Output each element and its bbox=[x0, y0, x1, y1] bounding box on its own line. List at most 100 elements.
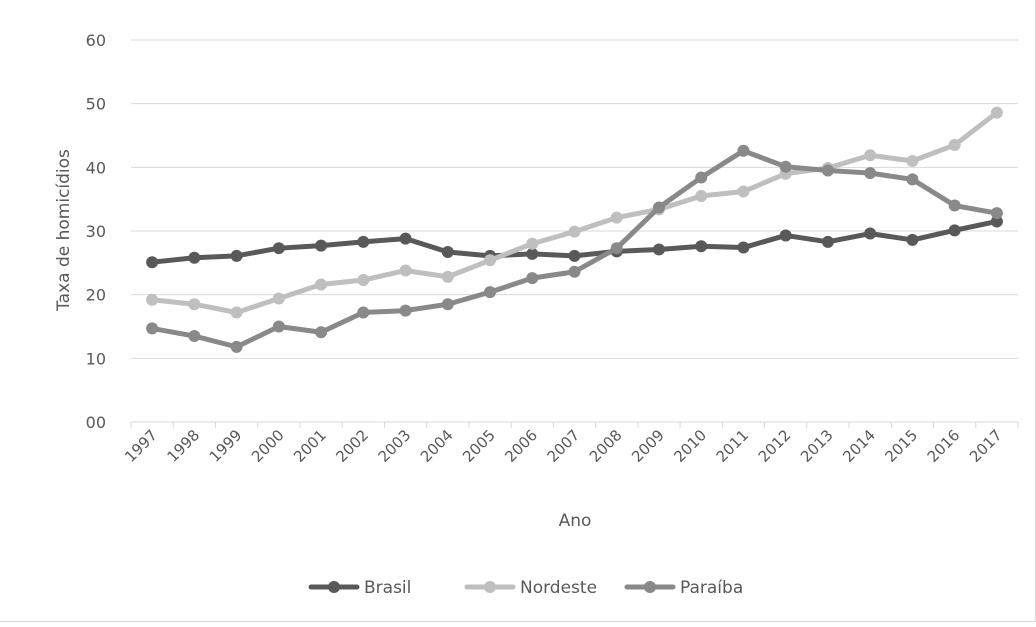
x-axis-title: Ano bbox=[559, 511, 592, 531]
data-point-nordeste bbox=[948, 139, 961, 152]
legend-marker-paraiba bbox=[644, 581, 656, 593]
data-point-paraiba bbox=[610, 242, 623, 255]
data-point-paraiba bbox=[441, 298, 454, 311]
data-point-brasil bbox=[948, 224, 961, 237]
x-tick-label: 2011 bbox=[713, 426, 753, 466]
data-point-brasil bbox=[779, 229, 792, 242]
data-point-nordeste bbox=[146, 293, 159, 306]
data-point-paraiba bbox=[146, 322, 159, 335]
x-tick-label: 2010 bbox=[670, 426, 710, 466]
data-point-paraiba bbox=[357, 306, 370, 319]
data-point-brasil bbox=[652, 243, 665, 256]
x-tick-label: 2014 bbox=[839, 426, 879, 466]
data-point-brasil bbox=[399, 232, 412, 245]
data-point-brasil bbox=[990, 215, 1003, 228]
data-point-paraiba bbox=[526, 272, 539, 285]
x-tick-label: 2001 bbox=[290, 426, 330, 466]
legend: Brasil Nordeste Paraíba bbox=[308, 578, 743, 598]
data-point-paraiba bbox=[399, 304, 412, 317]
y-tick-label: 50 bbox=[86, 95, 106, 114]
data-point-nordeste bbox=[568, 225, 581, 238]
x-tick-label: 1997 bbox=[121, 426, 161, 466]
data-point-nordeste bbox=[399, 264, 412, 277]
legend-label-brasil: Brasil bbox=[364, 578, 411, 598]
data-point-nordeste bbox=[315, 278, 328, 291]
x-tick-label: 2017 bbox=[966, 426, 1006, 466]
data-point-brasil bbox=[526, 247, 539, 260]
data-point-paraiba bbox=[821, 164, 834, 177]
data-point-paraiba bbox=[652, 201, 665, 214]
data-point-brasil bbox=[188, 251, 201, 264]
data-point-brasil bbox=[315, 239, 328, 252]
data-point-paraiba bbox=[272, 320, 285, 333]
x-tick-label: 2002 bbox=[332, 426, 372, 466]
x-tick-label: 2013 bbox=[797, 426, 837, 466]
data-point-brasil bbox=[230, 249, 243, 262]
x-tick-label: 2004 bbox=[417, 426, 457, 466]
data-point-nordeste bbox=[188, 298, 201, 311]
x-tick-label: 2012 bbox=[755, 426, 795, 466]
data-point-paraiba bbox=[188, 330, 201, 343]
legend-marker-brasil bbox=[328, 581, 340, 593]
data-point-paraiba bbox=[484, 286, 497, 299]
y-axis-title: Taxa de homicídios bbox=[54, 149, 74, 312]
x-tick-label: 2008 bbox=[586, 426, 626, 466]
series-lines bbox=[146, 106, 1003, 353]
x-tick-label: 2016 bbox=[924, 426, 964, 466]
data-point-brasil bbox=[864, 227, 877, 240]
y-tick-label: 10 bbox=[86, 349, 106, 368]
y-tick-label: 20 bbox=[86, 286, 106, 305]
data-point-nordeste bbox=[737, 185, 750, 198]
x-tick-label: 2005 bbox=[459, 426, 499, 466]
data-point-brasil bbox=[146, 256, 159, 269]
y-tick-label: 40 bbox=[86, 158, 106, 177]
y-tick-label: 00 bbox=[86, 413, 106, 432]
x-tick-label: 2015 bbox=[882, 426, 922, 466]
series-line-nordeste bbox=[149, 110, 1000, 315]
gridlines bbox=[131, 39, 1018, 359]
data-point-nordeste bbox=[526, 237, 539, 250]
legend-label-paraiba: Paraíba bbox=[680, 578, 743, 598]
data-point-nordeste bbox=[864, 149, 877, 162]
data-point-nordeste bbox=[695, 189, 708, 202]
x-tick-label: 2007 bbox=[544, 426, 584, 466]
data-point-brasil bbox=[695, 240, 708, 253]
data-point-brasil bbox=[441, 246, 454, 259]
data-point-paraiba bbox=[695, 171, 708, 184]
data-point-brasil bbox=[568, 249, 581, 262]
data-point-brasil bbox=[821, 235, 834, 248]
y-tick-label: 60 bbox=[86, 31, 106, 50]
y-tick-label: 30 bbox=[86, 222, 106, 241]
x-tick-label: 2006 bbox=[501, 426, 541, 466]
data-point-nordeste bbox=[484, 254, 497, 267]
x-tick-label: 2003 bbox=[375, 426, 415, 466]
data-point-nordeste bbox=[230, 306, 243, 319]
data-point-brasil bbox=[737, 241, 750, 254]
data-point-brasil bbox=[357, 235, 370, 248]
x-tick-label: 1999 bbox=[206, 426, 246, 466]
data-point-paraiba bbox=[864, 167, 877, 180]
data-point-paraiba bbox=[990, 207, 1003, 220]
data-point-nordeste bbox=[610, 211, 623, 224]
legend-label-nordeste: Nordeste bbox=[520, 578, 597, 598]
x-tick-label: 1998 bbox=[163, 426, 203, 466]
data-point-brasil bbox=[906, 233, 919, 246]
data-point-paraiba bbox=[779, 160, 792, 173]
data-point-nordeste bbox=[441, 270, 454, 283]
data-point-nordeste bbox=[906, 154, 919, 167]
data-point-nordeste bbox=[357, 274, 370, 287]
data-point-paraiba bbox=[737, 144, 750, 157]
data-point-brasil bbox=[272, 242, 285, 255]
data-point-paraiba bbox=[315, 326, 328, 339]
data-point-paraiba bbox=[230, 340, 243, 353]
data-point-nordeste bbox=[272, 292, 285, 305]
legend-marker-nordeste bbox=[484, 581, 496, 593]
data-point-paraiba bbox=[906, 173, 919, 186]
x-tick-label: 2009 bbox=[628, 426, 668, 466]
data-point-paraiba bbox=[568, 265, 581, 278]
data-point-paraiba bbox=[948, 199, 961, 212]
x-tick-label: 2000 bbox=[248, 426, 288, 466]
